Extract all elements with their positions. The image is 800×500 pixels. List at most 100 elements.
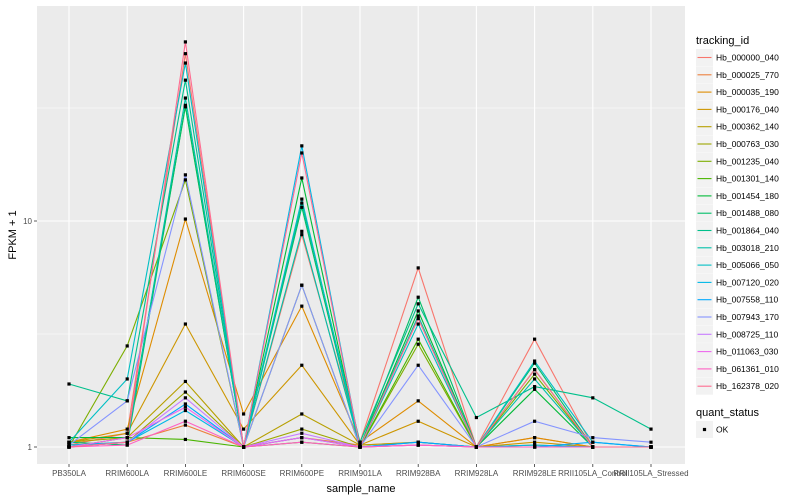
legend-item: Hb_007558_110 <box>696 291 779 309</box>
data-point <box>416 302 420 306</box>
legend-item: Hb_001864_040 <box>696 222 779 239</box>
data-point <box>183 322 187 326</box>
data-point <box>183 178 187 182</box>
data-point <box>300 176 304 180</box>
y-tick-label: 1 <box>28 443 33 452</box>
shape-legend-key-point <box>702 427 707 432</box>
data-point <box>416 314 420 318</box>
data-point <box>183 396 187 400</box>
legend-label: Hb_011063_030 <box>716 347 779 357</box>
legend-item: Hb_000763_030 <box>696 135 779 153</box>
data-point <box>183 408 187 413</box>
x-tick-label: RRII105LA_Control <box>558 469 628 478</box>
shape-legend-item: OK <box>696 421 729 438</box>
grid-lines <box>37 6 685 464</box>
legend-label: Hb_007120_020 <box>716 277 779 287</box>
legend-label: Hb_000025_770 <box>716 70 779 80</box>
x-tick-label: RRII105LA_Stressed <box>613 469 688 478</box>
x-tick-label: PB350LA <box>52 469 86 478</box>
y-axis: 1 10 <box>23 217 37 452</box>
data-point <box>125 436 129 440</box>
legend-item: Hb_001488_080 <box>696 204 779 222</box>
data-point <box>67 440 71 444</box>
x-tick-label: RRIM600LE <box>164 469 208 478</box>
panel-background <box>37 6 685 464</box>
data-point <box>183 103 187 107</box>
data-point <box>416 309 420 313</box>
data-point <box>300 412 304 416</box>
legend-label: Hb_000763_030 <box>716 139 779 149</box>
data-point <box>300 436 304 440</box>
data-point <box>649 427 653 431</box>
data-point <box>416 322 420 326</box>
data-point <box>533 361 537 365</box>
data-point <box>416 443 420 447</box>
legend-label: Hb_001454_180 <box>716 191 779 201</box>
legend-label: Hb_005066_050 <box>716 260 779 270</box>
x-axis: PB350LA RRIM600LA RRIM600LE RRIM600SE RRIM60… <box>52 464 689 478</box>
data-point <box>533 443 537 447</box>
data-point <box>300 229 304 233</box>
legend-item: Hb_007943_170 <box>696 308 779 326</box>
x-tick-label: RRIM901LA <box>338 469 382 478</box>
data-point <box>416 295 420 299</box>
data-point <box>67 436 71 440</box>
data-point <box>300 233 304 237</box>
data-point <box>300 283 304 287</box>
legend-item: Hb_000025_770 <box>696 66 779 84</box>
x-tick-label: RRIM928BA <box>396 469 441 478</box>
legend-label: Hb_001864_040 <box>716 226 779 236</box>
data-point <box>183 61 187 65</box>
data-point <box>533 445 537 449</box>
data-point <box>300 144 304 148</box>
data-point <box>125 399 129 403</box>
shape-legend-title: quant_status <box>696 407 759 419</box>
data-point <box>183 52 187 56</box>
legend-label: Hb_001301_140 <box>716 174 779 184</box>
data-point <box>300 431 304 435</box>
legend-item: Hb_007120_020 <box>696 273 779 291</box>
data-point <box>242 412 246 416</box>
legend-label: Hb_008725_110 <box>716 329 779 339</box>
data-point <box>416 342 420 346</box>
legend-label: Hb_000000_040 <box>716 53 779 63</box>
data-point <box>591 445 595 449</box>
data-point <box>300 304 304 308</box>
legend-item: Hb_011063_030 <box>696 343 779 361</box>
legend-label: Hb_003018_210 <box>716 243 779 253</box>
data-point <box>183 437 187 442</box>
legend-item: Hb_001235_040 <box>696 152 779 170</box>
legend-label: Hb_162378_020 <box>716 381 779 391</box>
data-point <box>533 419 537 423</box>
data-point <box>183 390 187 394</box>
legend-item: Hb_061361_010 <box>696 360 779 378</box>
data-point <box>474 415 478 420</box>
data-point <box>416 337 420 341</box>
data-point <box>649 440 653 444</box>
legend-item: Hb_001301_140 <box>696 170 779 188</box>
legend-label: Hb_007558_110 <box>716 295 779 305</box>
data-point <box>125 377 129 381</box>
data-point <box>183 217 187 221</box>
legend-label: Hb_000035_190 <box>716 87 779 97</box>
data-point <box>416 316 420 321</box>
data-point <box>591 396 595 400</box>
data-point <box>183 40 187 44</box>
data-point <box>533 372 537 376</box>
x-axis-title: sample_name <box>326 483 395 495</box>
data-point <box>358 440 362 444</box>
data-point <box>300 440 304 444</box>
y-axis-title: FPKM + 1 <box>7 210 19 259</box>
data-point <box>533 387 537 391</box>
data-point <box>183 379 187 384</box>
x-tick-label: RRIM928LE <box>513 469 557 478</box>
data-point <box>183 419 187 423</box>
data-point <box>125 431 129 435</box>
data-point <box>125 440 129 444</box>
data-point <box>67 382 71 386</box>
data-point <box>649 445 653 449</box>
data-point <box>533 377 537 381</box>
data-point <box>533 337 537 341</box>
legend-title: tracking_id <box>696 35 749 47</box>
